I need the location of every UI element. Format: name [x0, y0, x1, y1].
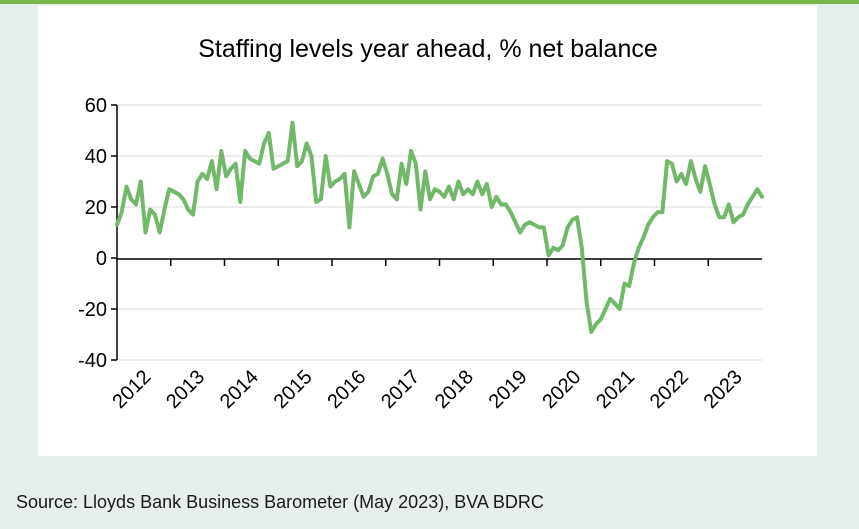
x-tick-label: 2014	[216, 366, 263, 413]
chart-title: Staffing levels year ahead, % net balanc…	[198, 35, 658, 63]
chart-panel: Staffing levels year ahead, % net balanc…	[38, 6, 817, 456]
x-tick-label: 2023	[700, 366, 747, 413]
gridlines	[117, 104, 762, 361]
y-tick-label: 20	[85, 197, 107, 219]
y-tick-label: 60	[85, 95, 107, 117]
x-tick-label: 2016	[323, 366, 370, 413]
x-tick-label: 2019	[485, 366, 532, 413]
y-tick-label: 0	[96, 248, 107, 270]
y-tick-label: 40	[85, 146, 107, 168]
x-tick-label: 2021	[592, 366, 639, 413]
x-axis: 2012 2013 2014 2015 2016 2017 2018 2019 2020 2021…	[108, 258, 762, 413]
x-tick-label: 2020	[538, 366, 585, 413]
x-tick-label: 2022	[646, 366, 693, 413]
x-tick-label: 2015	[270, 366, 317, 413]
y-tick-label: -40	[78, 350, 107, 372]
y-tick-label: -20	[78, 299, 107, 321]
series-line	[115, 120, 764, 334]
series-group	[115, 120, 764, 334]
x-tick-label: 2017	[377, 366, 424, 413]
x-tick-label: 2013	[162, 366, 209, 413]
x-tick-label: 2018	[431, 366, 478, 413]
source-note: Source: Lloyds Bank Business Barometer (…	[16, 492, 544, 512]
x-tick-label: 2012	[108, 366, 155, 413]
y-axis: 60 40 20 0 -20 -40	[78, 95, 118, 372]
line-chart: Staffing levels year ahead, % net balanc…	[78, 35, 764, 413]
top-accent-rule	[0, 0, 859, 4]
